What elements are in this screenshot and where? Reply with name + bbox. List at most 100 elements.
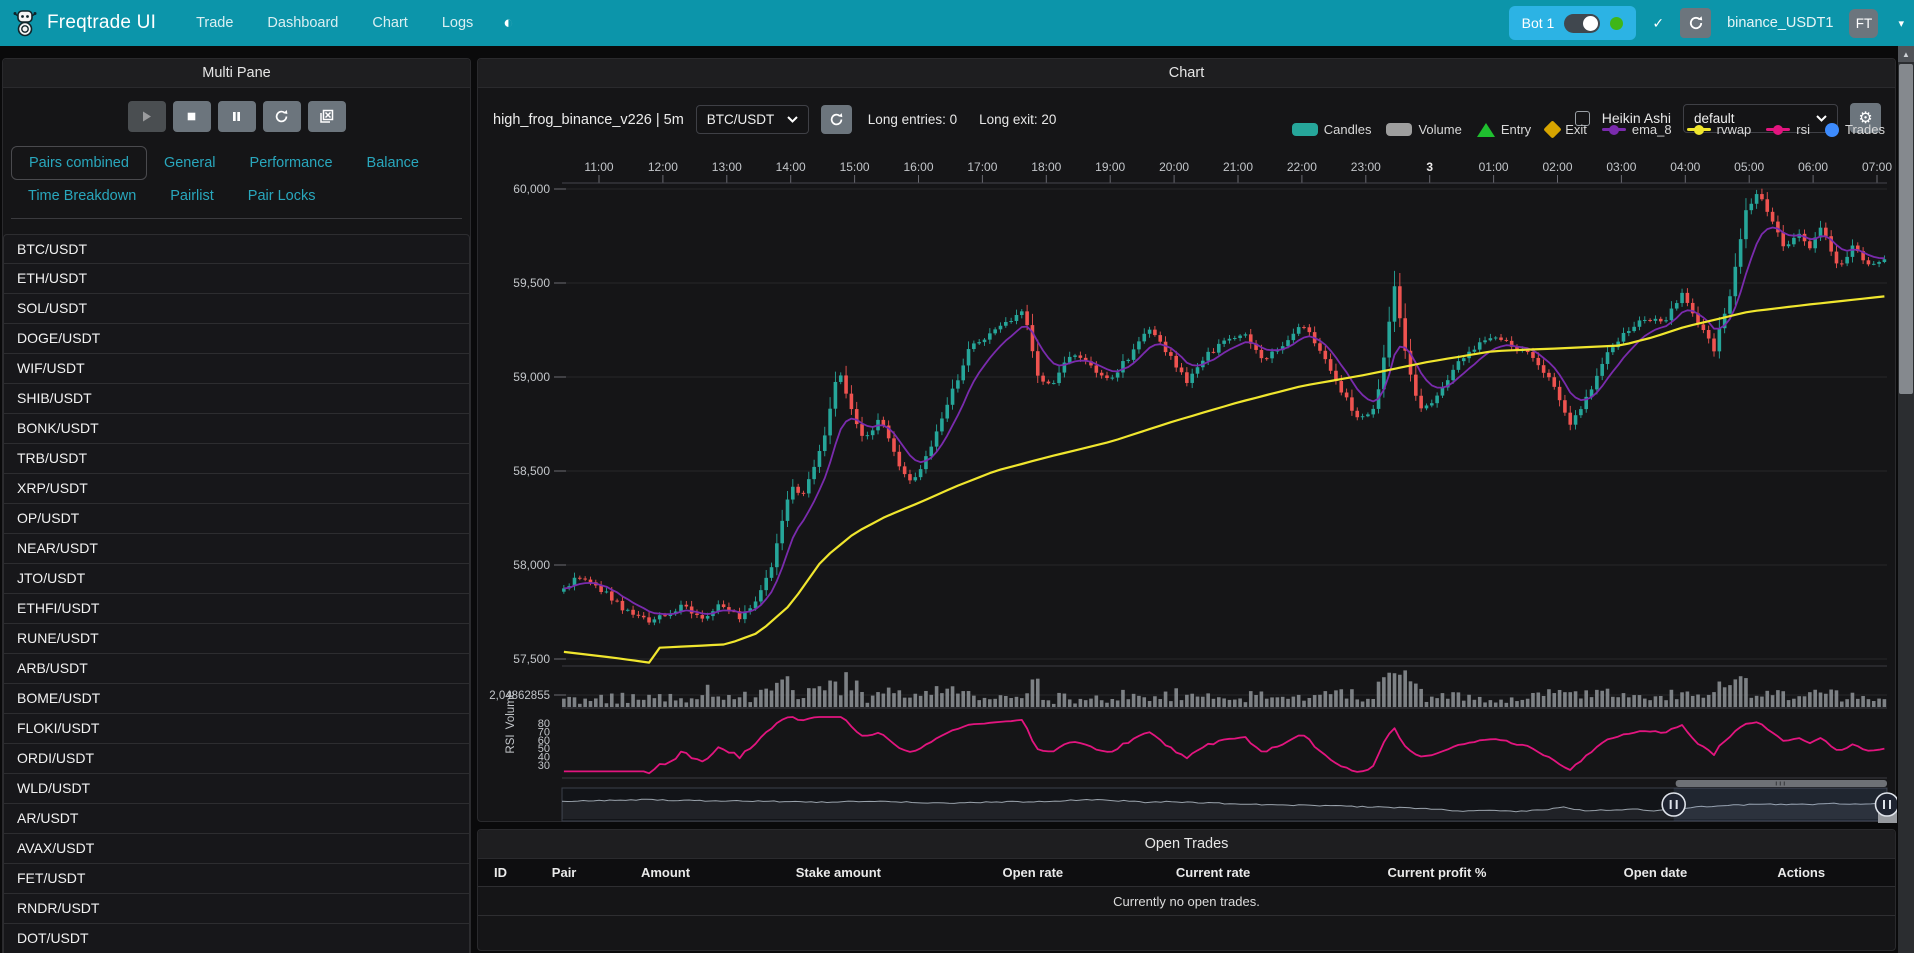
refresh-button[interactable] <box>262 101 301 132</box>
plot-config-select[interactable]: default <box>1683 103 1838 133</box>
column-header-actions[interactable]: Actions <box>1777 865 1826 880</box>
theme-toggle-icon[interactable]: ◐ <box>503 13 514 32</box>
pair-list-item[interactable]: WLD/USDT <box>3 774 470 804</box>
refresh-chart-button[interactable] <box>820 105 852 134</box>
pair-list-item[interactable]: RNDR/USDT <box>3 894 470 924</box>
pair-list-item[interactable]: BTC/USDT <box>3 234 470 264</box>
pair-list-item[interactable]: OP/USDT <box>3 504 470 534</box>
column-header-open-rate[interactable]: Open rate <box>1002 865 1064 880</box>
column-header-pair[interactable]: Pair <box>551 865 577 880</box>
tab-balance[interactable]: Balance <box>366 155 419 171</box>
tab-pairs-combined[interactable]: Pairs combined <box>11 146 147 180</box>
svg-text:70: 70 <box>538 726 550 738</box>
pause-button[interactable] <box>217 101 256 132</box>
legend-item-rvwap[interactable]: rvwap <box>1686 122 1751 137</box>
stop-button[interactable] <box>172 101 211 132</box>
user-menu-caret-icon[interactable]: ▾ <box>1898 17 1904 30</box>
svg-text:01:00: 01:00 <box>1479 160 1509 174</box>
legend-item-ema_8[interactable]: ema_8 <box>1601 122 1672 137</box>
chart-panel: Chart high_frog_binance_v226 | 5m BTC/US… <box>477 58 1897 823</box>
svg-text:59,500: 59,500 <box>513 276 550 290</box>
chart-panel-title: Chart <box>1168 65 1205 81</box>
svg-text:Volume: Volume <box>505 691 517 729</box>
page-scrollbar[interactable]: ▲ <box>1898 46 1914 953</box>
pair-list-item[interactable]: SOL/USDT <box>3 294 470 324</box>
nav-item-trade[interactable]: Trade <box>196 15 234 31</box>
nav-item-dashboard[interactable]: Dashboard <box>267 15 339 31</box>
ema_8-line-icon <box>1601 124 1626 135</box>
pair-list-item[interactable]: BONK/USDT <box>3 414 470 444</box>
pair-list-item[interactable]: DOT/USDT <box>3 924 470 953</box>
column-header-current-rate[interactable]: Current rate <box>1175 865 1251 880</box>
legend-label: rsi <box>1796 122 1811 137</box>
tabs-divider <box>11 218 462 219</box>
legend-item-exit[interactable]: Exit <box>1543 120 1587 139</box>
long-entries-count: Long entries: 0 <box>867 112 958 127</box>
legend-item-volume[interactable]: Volume <box>1386 122 1462 137</box>
pair-list-item[interactable]: JTO/USDT <box>3 564 470 594</box>
column-header-id[interactable]: ID <box>494 865 507 880</box>
brand[interactable]: Freqtrade UI <box>12 8 156 38</box>
svg-text:50: 50 <box>538 743 550 755</box>
svg-text:17:00: 17:00 <box>967 160 997 174</box>
scrollbar-thumb[interactable] <box>1899 64 1913 394</box>
column-header-open-date[interactable]: Open date <box>1623 865 1688 880</box>
pair-select[interactable]: BTC/USDT <box>695 105 809 134</box>
pair-list-item[interactable]: AR/USDT <box>3 804 470 834</box>
pair-list-item[interactable]: TRB/USDT <box>3 444 470 474</box>
pair-list-item[interactable]: DOGE/USDT <box>3 324 470 354</box>
open-trades-title: Open Trades <box>1144 836 1229 852</box>
tab-time-breakdown[interactable]: Time Breakdown <box>28 188 137 204</box>
pair-list-item[interactable]: RUNE/USDT <box>3 624 470 654</box>
nav-item-logs[interactable]: Logs <box>441 15 474 31</box>
legend-item-trades[interactable]: Trades <box>1825 122 1885 137</box>
user-avatar[interactable]: FT <box>1849 8 1879 38</box>
clear-chart-button[interactable] <box>307 101 346 132</box>
pair-list-item[interactable]: ETH/USDT <box>3 264 470 294</box>
chart-panel-header: Chart <box>478 59 1895 88</box>
play-button[interactable] <box>127 101 166 132</box>
pair-list-item[interactable]: ARB/USDT <box>3 654 470 684</box>
tab-pairlist[interactable]: Pairlist <box>170 188 214 204</box>
legend-label: Trades <box>1845 122 1885 137</box>
pair-list-item[interactable]: NEAR/USDT <box>3 534 470 564</box>
freqtrade-logo-icon <box>13 10 37 37</box>
tab-pair-locks[interactable]: Pair Locks <box>247 188 316 204</box>
pair-list-item[interactable]: ETHFI/USDT <box>3 594 470 624</box>
legend-item-candles[interactable]: Candles <box>1291 122 1371 137</box>
legend-label: Entry <box>1500 122 1532 137</box>
play-icon <box>143 111 151 122</box>
pair-list-item[interactable]: SHIB/USDT <box>3 384 470 414</box>
pair-list-item[interactable]: XRP/USDT <box>3 474 470 504</box>
legend-item-rsi[interactable]: rsi <box>1766 122 1810 137</box>
nav-menu: Trade Dashboard Chart Logs <box>196 15 473 31</box>
pair-list-item[interactable]: FLOKI/USDT <box>3 714 470 744</box>
tab-performance[interactable]: Performance <box>249 155 333 171</box>
scroll-up-icon[interactable]: ▲ <box>1898 46 1914 62</box>
legend-label: Volume <box>1418 122 1462 137</box>
pair-list-item[interactable]: FET/USDT <box>3 864 470 894</box>
svg-text:2,04862855: 2,04862855 <box>489 690 550 702</box>
bot-toggle[interactable] <box>1564 13 1601 33</box>
svg-text:58,000: 58,000 <box>513 558 550 572</box>
rvwap-line-icon <box>1686 124 1711 135</box>
tab-general[interactable]: General <box>163 155 216 171</box>
pair-list-item[interactable]: ORDI/USDT <box>3 744 470 774</box>
legend-item-entry[interactable]: Entry <box>1476 122 1532 137</box>
plot-settings-button[interactable]: ⚙ <box>1850 103 1881 133</box>
column-header-current-profit-[interactable]: Current profit % <box>1387 865 1487 880</box>
check-icon: ✓ <box>1652 14 1665 31</box>
column-header-stake-amount[interactable]: Stake amount <box>795 865 881 880</box>
pair-list-item[interactable]: BOME/USDT <box>3 684 470 714</box>
nav-item-chart[interactable]: Chart <box>372 15 408 31</box>
gear-icon: ⚙ <box>1858 110 1873 127</box>
bot-selector[interactable]: Bot 1 <box>1508 6 1637 40</box>
heikin-ashi-checkbox[interactable] <box>1574 110 1590 126</box>
column-header-amount[interactable]: Amount <box>640 865 691 880</box>
reload-bot-button[interactable] <box>1680 8 1712 38</box>
pair-list-item[interactable]: WIF/USDT <box>3 354 470 384</box>
candlestick-chart[interactable]: 11:00 12:00 13:00 14:00 15:00 16:00 17:00 18:00… <box>478 143 1897 823</box>
pair-list-item[interactable]: AVAX/USDT <box>3 834 470 864</box>
svg-text:58,500: 58,500 <box>513 464 550 478</box>
pairs-list: BTC/USDT ETH/USDT SOL/USDT DOGE/USDT WIF/USD… <box>3 234 470 953</box>
